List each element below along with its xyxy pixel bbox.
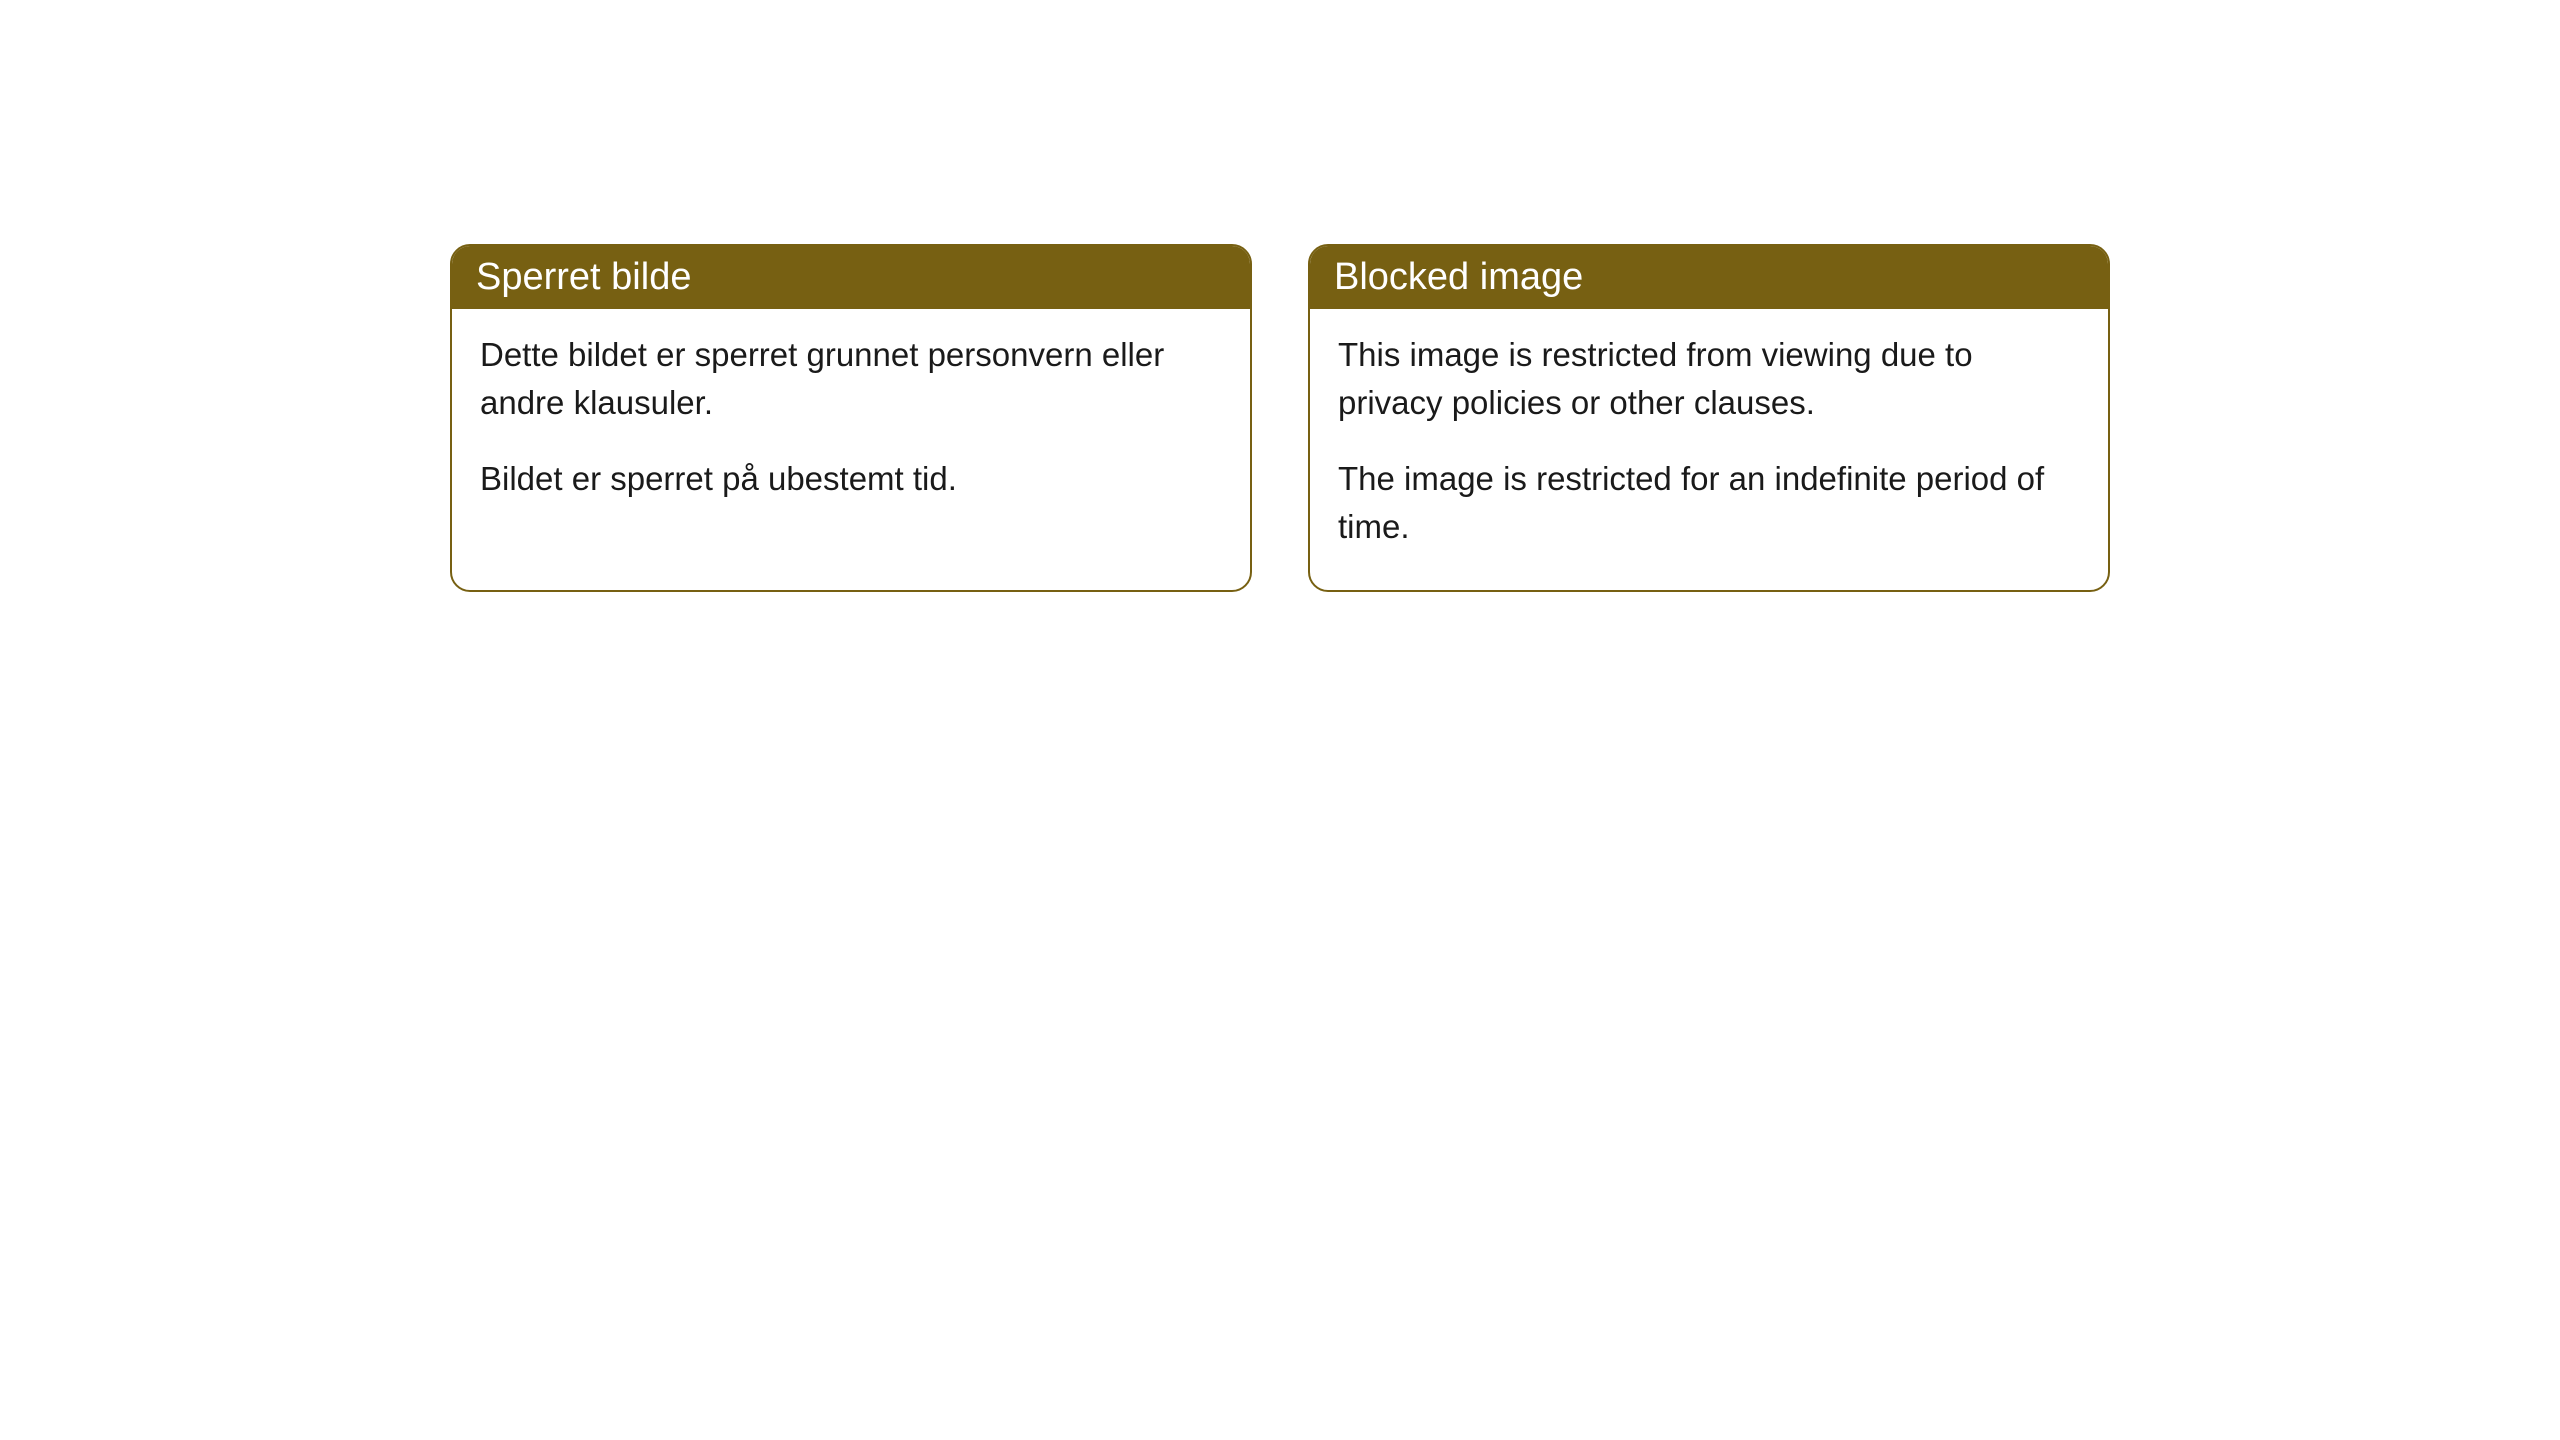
card-paragraph: This image is restricted from viewing du… [1338, 331, 2080, 427]
card-body: Dette bildet er sperret grunnet personve… [452, 309, 1250, 543]
card-paragraph: Dette bildet er sperret grunnet personve… [480, 331, 1222, 427]
card-title: Sperret bilde [476, 256, 691, 298]
card-paragraph: Bildet er sperret på ubestemt tid. [480, 455, 1222, 503]
notice-container: Sperret bilde Dette bildet er sperret gr… [0, 0, 2560, 836]
notice-card-norwegian: Sperret bilde Dette bildet er sperret gr… [450, 244, 1252, 592]
notice-card-english: Blocked image This image is restricted f… [1308, 244, 2110, 592]
card-paragraph: The image is restricted for an indefinit… [1338, 455, 2080, 551]
card-title: Blocked image [1334, 256, 1583, 298]
card-header: Blocked image [1310, 246, 2108, 309]
card-body: This image is restricted from viewing du… [1310, 309, 2108, 590]
card-header: Sperret bilde [452, 246, 1250, 309]
